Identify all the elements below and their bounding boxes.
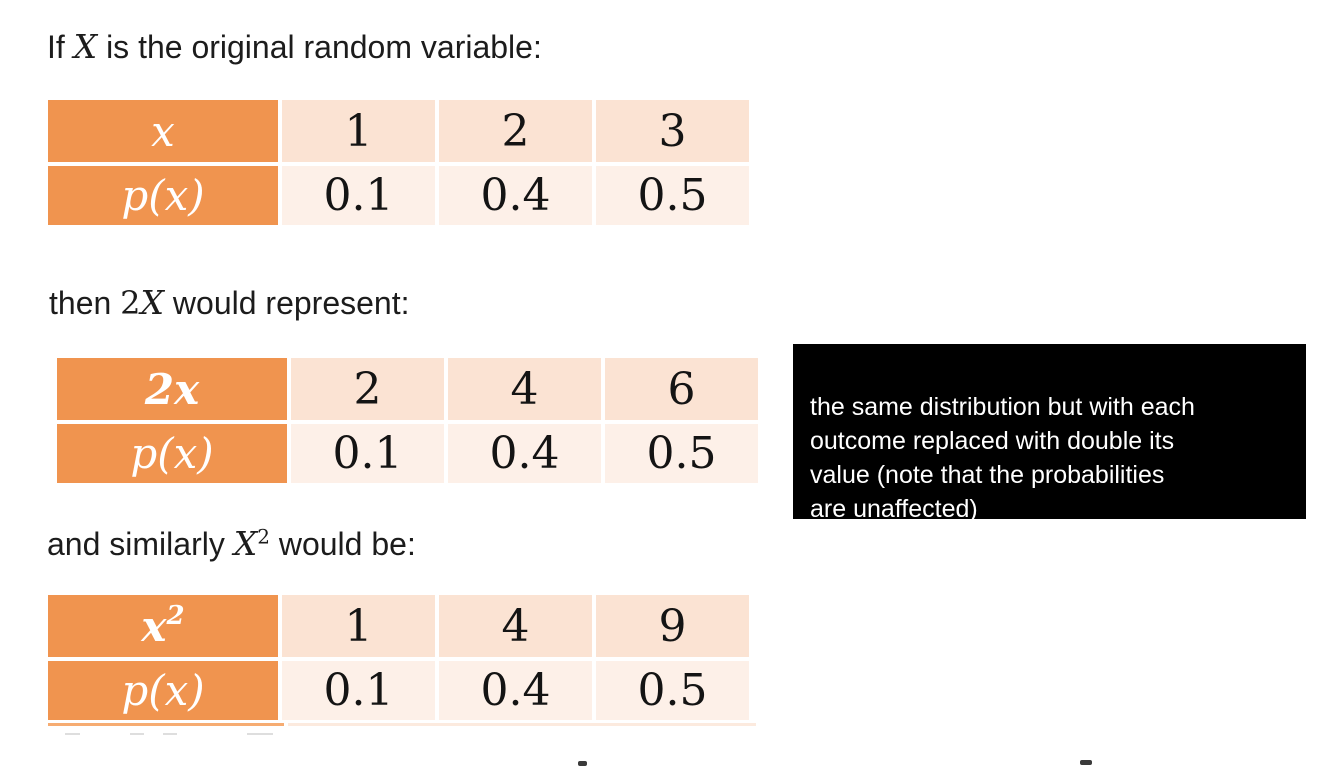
variable-header-cell: 2x bbox=[57, 358, 287, 420]
heading-squared-variable: and similarly X2 would be: bbox=[47, 524, 416, 563]
math-variable-x: X bbox=[73, 27, 98, 66]
cut-off-text-fragment bbox=[578, 761, 587, 766]
prob-cell: 0.1 bbox=[291, 424, 444, 483]
cell-value: 2 bbox=[353, 363, 382, 415]
math-coefficient: 2 bbox=[120, 284, 141, 322]
prob-label: p(x) bbox=[130, 428, 214, 478]
prob-cell: 0.1 bbox=[282, 661, 435, 720]
cut-off-text-fragment bbox=[247, 733, 273, 735]
value-cell: 3 bbox=[596, 100, 749, 162]
heading-text-post: would represent: bbox=[164, 285, 410, 321]
table-original-distribution: x 1 2 3 p(x) 0.1 0.4 0.5 bbox=[48, 100, 749, 225]
prob-cell: 0.5 bbox=[596, 661, 749, 720]
prob-cell: 0.1 bbox=[282, 166, 435, 225]
value-cell: 4 bbox=[439, 595, 592, 657]
heading-text-post: is the original random variable: bbox=[97, 29, 542, 65]
value-cell: 1 bbox=[282, 100, 435, 162]
cut-off-text-fragment bbox=[65, 733, 80, 735]
cell-value: 4 bbox=[501, 600, 530, 652]
prob-header-cell: p(x) bbox=[57, 424, 287, 483]
cut-off-table-row-sliver bbox=[288, 723, 756, 726]
heading-text-pre: then bbox=[49, 285, 121, 321]
math-exponent: 2 bbox=[257, 524, 270, 549]
math-variable-x: X bbox=[140, 283, 165, 322]
value-cell: 1 bbox=[282, 595, 435, 657]
heading-text-pre: and similarly bbox=[47, 526, 234, 562]
variable-label: x2 bbox=[141, 600, 185, 651]
value-cell: 4 bbox=[448, 358, 601, 420]
cell-value: 0.5 bbox=[637, 170, 708, 221]
cell-value: 1 bbox=[344, 105, 373, 157]
variable-label: 2x bbox=[144, 364, 200, 414]
table-doubled-distribution: 2x 2 4 6 p(x) 0.1 0.4 0.5 bbox=[57, 358, 758, 483]
cell-value: 0.5 bbox=[637, 665, 708, 716]
heading-text-post: would be: bbox=[269, 526, 416, 562]
cell-value: 0.1 bbox=[323, 665, 394, 716]
prob-header-cell: p(x) bbox=[48, 661, 278, 720]
table-squared-distribution: x2 1 4 9 p(x) 0.1 0.4 0.5 bbox=[48, 595, 749, 720]
heading-text-pre: If bbox=[47, 29, 74, 65]
variable-header-cell: x bbox=[48, 100, 278, 162]
value-cell: 2 bbox=[439, 100, 592, 162]
callout-note: the same distribution but with each outc… bbox=[793, 344, 1306, 523]
cut-off-text-fragment bbox=[1080, 760, 1092, 765]
value-cell: 6 bbox=[605, 358, 758, 420]
cell-value: 2 bbox=[501, 105, 530, 157]
value-cell: 2 bbox=[291, 358, 444, 420]
prob-cell: 0.4 bbox=[448, 424, 601, 483]
value-cell: 9 bbox=[596, 595, 749, 657]
cut-off-text-fragment bbox=[130, 733, 144, 735]
prob-cell: 0.4 bbox=[439, 661, 592, 720]
cell-value: 9 bbox=[658, 600, 687, 652]
cell-value: 4 bbox=[510, 363, 539, 415]
prob-cell: 0.4 bbox=[439, 166, 592, 225]
callout-text: the same distribution but with each outc… bbox=[810, 393, 1195, 523]
cut-off-table-header-sliver bbox=[48, 723, 284, 726]
math-variable-x: X bbox=[233, 524, 258, 563]
variable-header-cell: x2 bbox=[48, 595, 278, 657]
cut-off-text-fragment bbox=[163, 733, 177, 735]
variable-label: x bbox=[151, 106, 175, 156]
prob-cell: 0.5 bbox=[596, 166, 749, 225]
cell-value: 1 bbox=[344, 600, 373, 652]
cell-value: 6 bbox=[667, 363, 696, 415]
cell-value: 0.4 bbox=[489, 428, 560, 479]
cell-value: 0.1 bbox=[332, 428, 403, 479]
prob-label: p(x) bbox=[121, 665, 205, 715]
cell-value: 0.5 bbox=[646, 428, 717, 479]
cell-value: 3 bbox=[658, 105, 687, 157]
prob-label: p(x) bbox=[121, 170, 205, 220]
prob-cell: 0.5 bbox=[605, 424, 758, 483]
heading-original-variable: If X is the original random variable: bbox=[47, 27, 542, 66]
cell-value: 0.4 bbox=[480, 170, 551, 221]
prob-header-cell: p(x) bbox=[48, 166, 278, 225]
cell-value: 0.1 bbox=[323, 170, 394, 221]
cell-value: 0.4 bbox=[480, 665, 551, 716]
heading-doubled-variable: then 2X would represent: bbox=[49, 283, 410, 322]
